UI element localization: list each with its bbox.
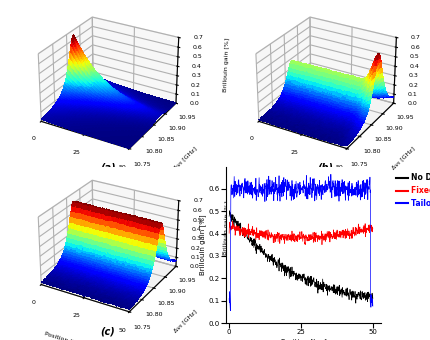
X-axis label: Position [km]: Position [km] (280, 338, 326, 340)
Text: (b): (b) (316, 163, 333, 173)
Y-axis label: Δν₀ [GHz]: Δν₀ [GHz] (172, 309, 197, 333)
Y-axis label: Δν₀ [GHz]: Δν₀ [GHz] (172, 146, 197, 170)
Text: (c): (c) (100, 326, 115, 336)
Legend: No DBA, Fixed DBA, Tailored DBA: No DBA, Fixed DBA, Tailored DBA (392, 170, 430, 211)
Y-axis label: Brillouin gain [%]: Brillouin gain [%] (199, 215, 206, 275)
X-axis label: Position [km]: Position [km] (44, 330, 85, 340)
Text: (a): (a) (100, 163, 115, 173)
Y-axis label: Δν₀ [GHz]: Δν₀ [GHz] (390, 146, 415, 170)
X-axis label: Position [km]: Position [km] (261, 167, 302, 184)
X-axis label: Position [km]: Position [km] (44, 167, 85, 184)
